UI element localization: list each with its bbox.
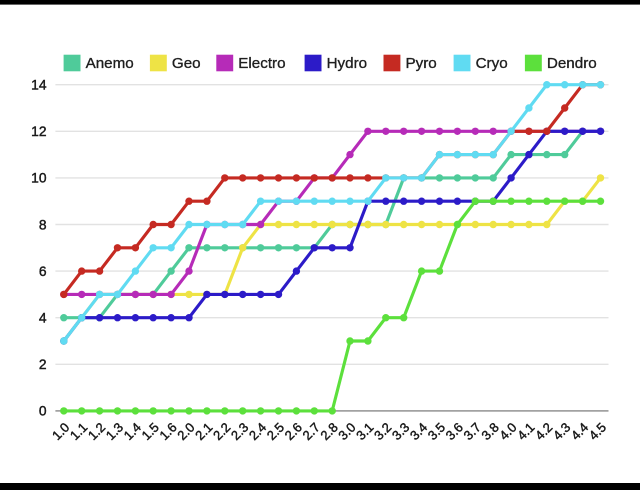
svg-text:4: 4 (39, 311, 47, 326)
svg-text:10: 10 (31, 171, 47, 186)
svg-text:Electro: Electro (238, 55, 285, 72)
svg-text:Cryo: Cryo (476, 55, 508, 72)
svg-text:8: 8 (39, 217, 47, 232)
svg-text:Dendro: Dendro (547, 55, 597, 72)
svg-text:12: 12 (31, 124, 46, 139)
svg-text:Hydro: Hydro (327, 55, 368, 72)
svg-text:14: 14 (31, 78, 47, 93)
svg-text:Anemo: Anemo (86, 55, 134, 72)
svg-text:0: 0 (39, 404, 47, 419)
svg-text:Pyro: Pyro (406, 55, 437, 72)
svg-text:Geo: Geo (172, 55, 201, 72)
svg-text:2: 2 (39, 357, 47, 372)
svg-text:6: 6 (39, 264, 47, 279)
